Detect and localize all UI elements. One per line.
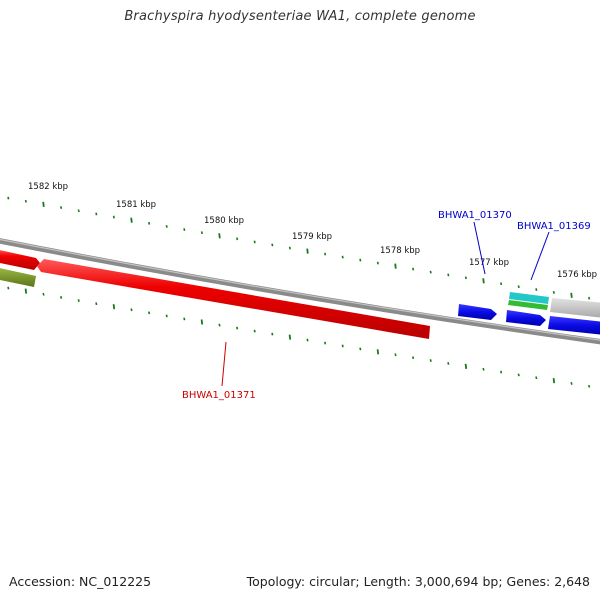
gene-feature-blue-right[interactable] [548,316,600,335]
scale-tick-major [570,292,573,298]
accession-text: Accession: NC_012225 [9,574,152,589]
scale-tick-major [130,217,133,223]
genome-backbone [0,238,600,345]
map-title: Brachyspira hyodysenteriae WA1, complete… [124,9,476,24]
scale-label-1579: 1579 kbp [292,232,332,242]
scale-tick-minor [218,323,221,327]
scale-tick-minor [447,362,450,365]
scale-tick-minor [376,261,379,265]
leader-line-bhwa1-01369 [530,231,550,281]
scale-tick-minor [500,282,503,286]
gene-feature-cyan[interactable] [509,292,549,304]
scale-tick-major [482,278,485,284]
scale-tick-minor [588,296,591,300]
scale-tick-minor [271,243,274,247]
scale-tick-minor [165,314,168,318]
scale-tick-minor [447,273,450,277]
scale-tick-minor [200,231,203,235]
scale-ticks-outer [7,196,591,300]
scale-tick-minor [482,367,485,371]
scale-ticks-inner [7,286,591,388]
scale-tick-major [376,349,380,355]
scale-tick-minor [183,228,186,231]
scale-tick-minor [464,276,467,280]
scale-tick-major [200,319,204,325]
scale-tick-major [218,233,221,239]
scale-tick-minor [359,347,362,351]
scale-tick-minor [112,215,115,219]
scale-tick-minor [588,384,591,388]
scale-tick-minor [77,299,80,302]
scale-tick-major [112,304,116,310]
scale-tick-minor [236,326,239,330]
scale-label-1576: 1576 kbp [557,270,597,280]
scale-tick-minor [570,382,573,385]
gene-feature-bhwa1-01369[interactable] [506,310,546,326]
scale-tick-minor [148,311,151,315]
scale-label-1577: 1577 kbp [469,258,509,268]
scale-tick-minor [60,206,63,209]
gene-feature-bhwa1-01371[interactable] [37,259,430,339]
scale-tick-minor [130,308,133,312]
gene-label-bhwa1-01371[interactable]: BHWA1_01371 [182,390,256,401]
scale-tick-minor [7,196,10,200]
scale-tick-minor [552,291,555,294]
scale-tick-major [552,377,556,384]
gene-feature-red-left[interactable] [0,249,40,270]
scale-tick-minor [60,296,63,299]
scale-tick-minor [95,212,98,216]
genome-backbone-highlight [0,238,600,341]
scale-tick-minor [359,258,362,262]
scale-label-1578: 1578 kbp [380,246,420,256]
scale-tick-minor [165,225,168,228]
scale-label-1582: 1582 kbp [28,182,68,192]
scale-tick-minor [95,302,98,306]
scale-tick-major [42,201,45,208]
scale-label-1580: 1580 kbp [204,216,244,226]
scale-tick-minor [429,359,432,362]
scale-tick-minor [253,329,256,333]
scale-tick-major [394,263,397,269]
scale-tick-minor [394,353,397,357]
gene-feature-bhwa1-01370[interactable] [458,304,497,320]
scale-tick-minor [535,288,538,291]
leader-line-bhwa1-01370 [473,221,486,275]
scale-tick-minor [324,252,327,256]
gene-label-bhwa1-01370[interactable]: BHWA1_01370 [438,210,512,221]
gene-label-bhwa1-01369[interactable]: BHWA1_01369 [517,221,591,232]
gene-feature-olive[interactable] [0,267,36,287]
scale-tick-major [288,334,292,340]
scale-tick-minor [500,370,503,374]
scale-tick-minor [412,356,415,360]
scale-tick-minor [253,240,256,244]
scale-tick-minor [7,286,10,290]
scale-tick-minor [341,255,344,259]
scale-tick-minor [183,317,186,321]
scale-tick-minor [77,209,80,213]
scale-tick-minor [517,285,520,289]
scale-tick-minor [517,373,520,377]
scale-tick-major [24,288,28,294]
scale-tick-minor [429,270,432,274]
scale-tick-minor [324,341,327,345]
scale-tick-major [306,248,309,254]
genome-info-text: Topology: circular; Length: 3,000,694 bp… [246,574,590,589]
scale-tick-minor [412,267,415,271]
scale-tick-major [464,363,468,370]
scale-tick-minor [341,344,344,348]
scale-label-1581: 1581 kbp [116,200,156,210]
scale-tick-minor [306,338,309,342]
gene-feature-gray[interactable] [550,298,600,318]
scale-tick-minor [148,221,151,225]
scale-tick-minor [288,246,291,250]
gene-feature-green[interactable] [508,300,548,310]
scale-tick-minor [24,199,27,203]
scale-tick-minor [271,332,274,336]
scale-tick-minor [236,237,239,241]
leader-line-bhwa1-01371 [221,341,227,387]
scale-tick-minor [42,292,45,296]
scale-tick-minor [535,376,538,380]
